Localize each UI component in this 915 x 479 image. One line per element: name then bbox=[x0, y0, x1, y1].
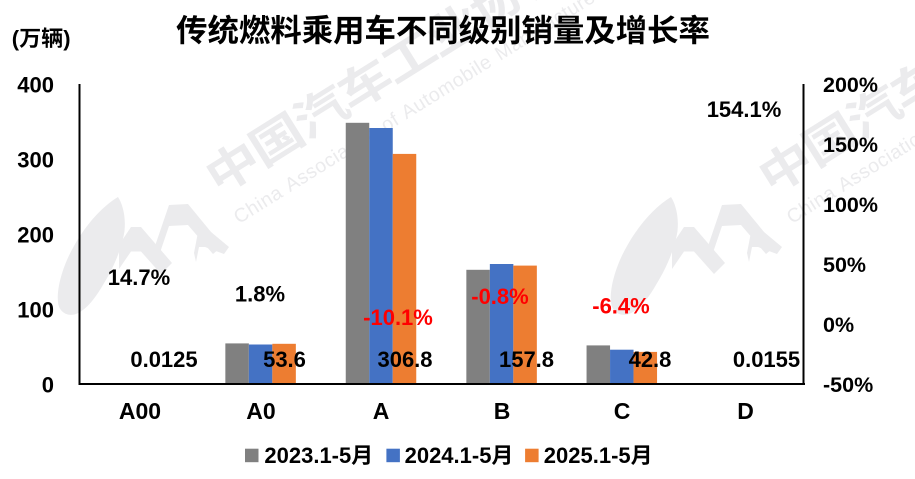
svg-text:300: 300 bbox=[17, 148, 54, 173]
svg-text:100: 100 bbox=[17, 298, 54, 323]
svg-text:): ) bbox=[63, 26, 70, 51]
svg-text:C: C bbox=[614, 398, 631, 424]
svg-text:B: B bbox=[494, 398, 511, 424]
svg-text:(: ( bbox=[12, 26, 20, 51]
svg-text:50%: 50% bbox=[823, 253, 866, 277]
svg-text:A: A bbox=[373, 398, 390, 424]
svg-text:-50%: -50% bbox=[823, 373, 873, 397]
svg-text:-0.8%: -0.8% bbox=[471, 284, 528, 309]
svg-text:2024.1-5: 2024.1-5 bbox=[405, 443, 492, 468]
svg-text:-10.1%: -10.1% bbox=[363, 305, 433, 330]
svg-text:100%: 100% bbox=[823, 193, 878, 217]
svg-text:2023.1-5: 2023.1-5 bbox=[264, 443, 351, 468]
svg-text:42.8: 42.8 bbox=[629, 347, 672, 372]
svg-text:0.0125: 0.0125 bbox=[130, 347, 197, 372]
svg-text:400: 400 bbox=[17, 73, 54, 98]
svg-text:200: 200 bbox=[17, 223, 54, 248]
svg-text:14.7%: 14.7% bbox=[108, 265, 170, 290]
svg-text:154.1%: 154.1% bbox=[707, 97, 782, 122]
svg-text:0: 0 bbox=[42, 373, 54, 398]
svg-text:-6.4%: -6.4% bbox=[592, 294, 649, 319]
svg-text:D: D bbox=[737, 398, 754, 424]
svg-text:0%: 0% bbox=[823, 313, 854, 337]
svg-text:1.8%: 1.8% bbox=[235, 282, 285, 307]
svg-text:53.6: 53.6 bbox=[263, 347, 306, 372]
svg-text:150%: 150% bbox=[823, 133, 878, 157]
svg-text:306.8: 306.8 bbox=[377, 347, 432, 372]
svg-text:0.0155: 0.0155 bbox=[733, 347, 800, 372]
svg-text:200%: 200% bbox=[823, 73, 878, 97]
svg-text:2025.1-5: 2025.1-5 bbox=[544, 443, 631, 468]
svg-text:A00: A00 bbox=[119, 398, 161, 424]
svg-text:157.8: 157.8 bbox=[499, 347, 554, 372]
svg-text:A0: A0 bbox=[246, 398, 275, 424]
